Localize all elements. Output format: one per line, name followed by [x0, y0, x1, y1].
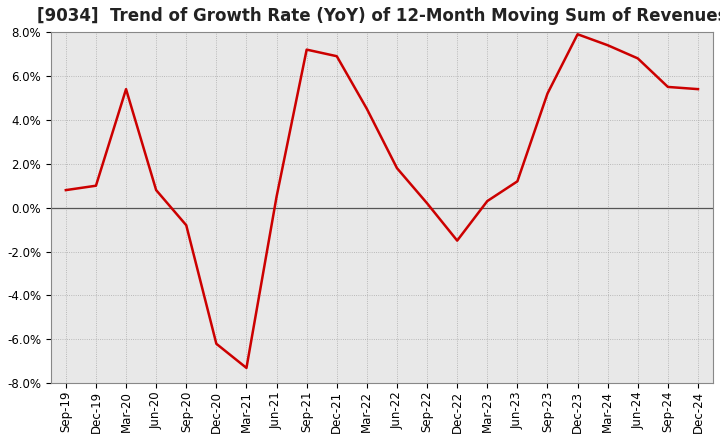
Title: [9034]  Trend of Growth Rate (YoY) of 12-Month Moving Sum of Revenues: [9034] Trend of Growth Rate (YoY) of 12-…	[37, 7, 720, 25]
